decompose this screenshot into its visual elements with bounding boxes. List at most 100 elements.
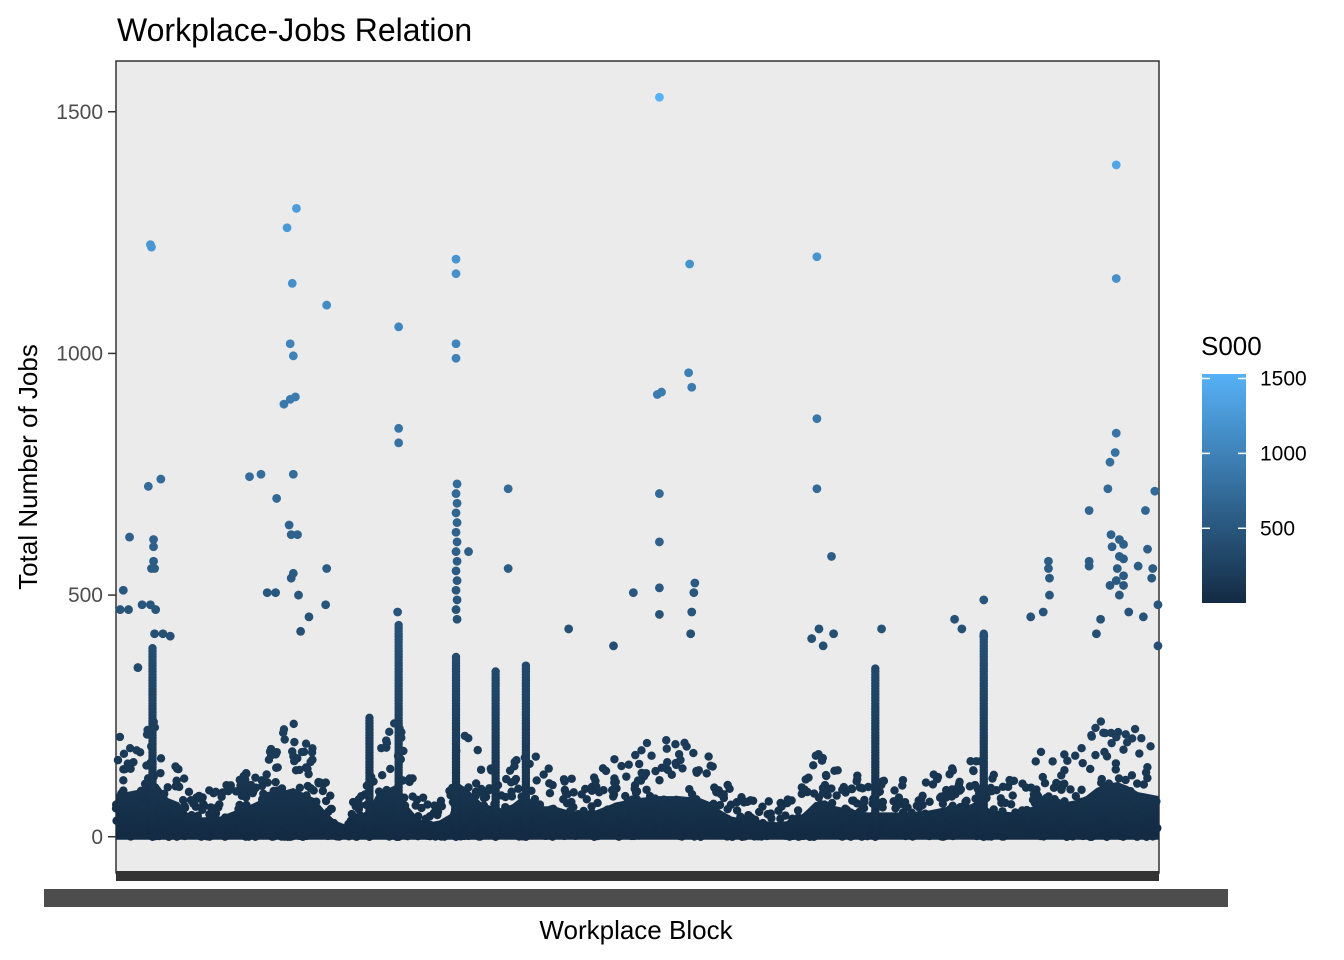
data-point (1077, 743, 1086, 753)
data-point (781, 811, 790, 820)
data-point (423, 800, 432, 809)
data-point (1060, 797, 1069, 806)
data-point (1048, 757, 1057, 766)
data-point (682, 742, 691, 751)
data-point (1111, 759, 1121, 768)
data-point (624, 760, 633, 769)
data-point (818, 641, 828, 651)
x-axis-title: Workplace Block (539, 915, 733, 945)
data-point (619, 822, 629, 832)
data-point (814, 624, 824, 634)
data-point (417, 803, 426, 813)
data-point (832, 791, 841, 800)
data-point (225, 783, 235, 792)
data-point (689, 748, 698, 758)
data-point (801, 775, 810, 784)
data-point (514, 820, 523, 830)
data-point (1119, 581, 1128, 590)
data-point (878, 803, 887, 812)
data-point (322, 564, 332, 573)
data-point (898, 808, 908, 817)
data-point (952, 826, 961, 836)
data-point (817, 830, 826, 839)
data-point (878, 814, 888, 823)
data-point (1110, 448, 1120, 457)
data-point (684, 368, 694, 378)
data-point (848, 819, 857, 828)
data-point (176, 804, 185, 813)
data-point (564, 624, 574, 634)
data-point (594, 788, 604, 797)
data-point (297, 747, 307, 757)
data-point (1044, 564, 1053, 573)
data-point (149, 556, 158, 566)
data-point (560, 785, 570, 795)
data-point (1148, 564, 1158, 573)
data-point (585, 828, 594, 837)
data-point (708, 809, 717, 818)
data-point (898, 775, 908, 785)
data-point (633, 776, 643, 785)
data-point (1078, 831, 1088, 841)
data-point (621, 791, 630, 801)
data-point (740, 832, 749, 841)
data-point (474, 827, 484, 836)
data-point (634, 829, 644, 839)
data-point (1143, 544, 1152, 554)
data-point (692, 768, 702, 778)
data-point (164, 815, 174, 824)
data-point (1150, 486, 1160, 496)
data-point (632, 795, 642, 804)
data-point (402, 812, 412, 821)
data-point (809, 761, 818, 770)
data-point (246, 787, 255, 796)
data-point (186, 795, 196, 805)
data-point (356, 811, 365, 820)
data-point (265, 747, 275, 756)
data-point (254, 827, 263, 837)
data-point (256, 469, 266, 479)
data-point (1091, 826, 1100, 835)
data-point (743, 797, 752, 807)
data-point (535, 800, 545, 809)
data-point (291, 792, 301, 801)
data-point (264, 804, 274, 813)
data-point (1097, 791, 1107, 801)
data-point (685, 259, 695, 269)
data-point (671, 796, 680, 806)
data-point (151, 605, 161, 614)
data-point (285, 339, 295, 349)
data-point (1034, 820, 1043, 829)
data-point (118, 585, 128, 595)
data-point (859, 798, 869, 807)
data-point (1008, 791, 1017, 800)
data-point (769, 821, 778, 830)
data-point (479, 801, 489, 810)
data-point (1143, 773, 1152, 783)
data-point (1127, 734, 1137, 743)
data-point (139, 800, 148, 809)
data-point (751, 815, 760, 824)
data-point (302, 791, 311, 800)
data-point (1121, 730, 1130, 739)
data-point (156, 768, 165, 778)
data-point (1107, 542, 1117, 552)
data-point (288, 469, 298, 479)
data-point (859, 804, 869, 813)
data-point (970, 802, 979, 812)
data-point (1111, 576, 1121, 585)
data-point (451, 585, 461, 595)
data-point (257, 781, 267, 791)
data-point (326, 791, 335, 800)
data-point (803, 810, 812, 820)
data-point (678, 764, 687, 773)
data-point (288, 351, 298, 361)
data-point (287, 278, 297, 288)
data-point (385, 825, 394, 834)
data-point (1121, 775, 1130, 785)
data-point (699, 818, 708, 827)
data-point (491, 667, 500, 676)
data-point (1105, 581, 1115, 590)
data-point (846, 832, 856, 841)
data-point (278, 728, 288, 738)
